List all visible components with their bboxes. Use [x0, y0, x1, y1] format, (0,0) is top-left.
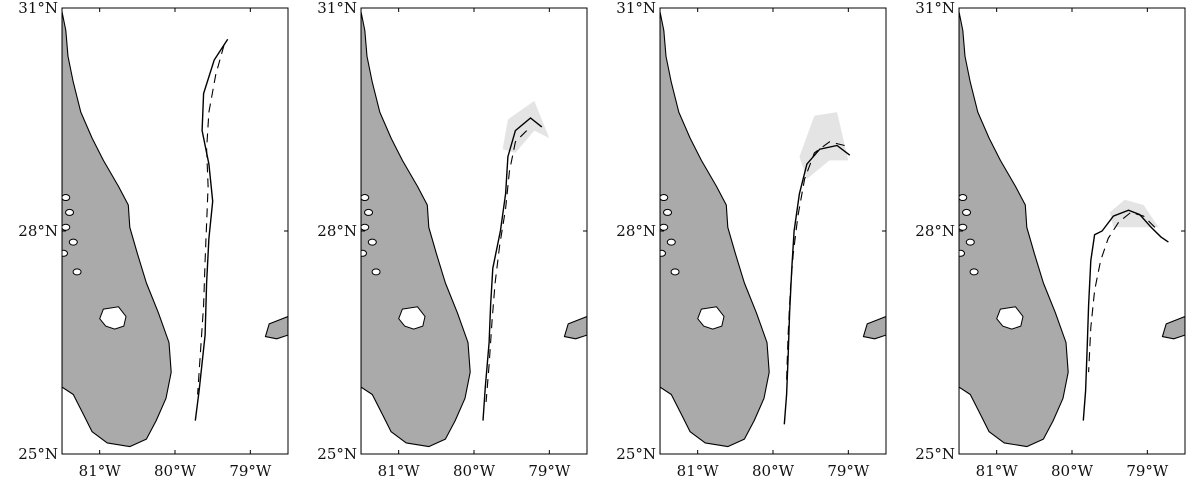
model-track [197, 45, 225, 395]
lake-okeechobee [398, 306, 426, 330]
inland-lake [72, 268, 82, 276]
observed-track [482, 117, 543, 421]
inland-lake [670, 268, 680, 276]
lat-tick-label: 31°N [915, 0, 955, 17]
inland-lake [660, 223, 669, 231]
inland-lake [65, 208, 75, 216]
lat-tick-label: 31°N [616, 0, 656, 17]
inland-lake [68, 238, 78, 246]
lat-tick-label: 28°N [18, 222, 58, 240]
inland-lake [62, 223, 71, 231]
lon-tick-label: 79°W [1126, 462, 1169, 480]
inland-lake [371, 268, 381, 276]
lon-tick-label: 80°W [453, 462, 496, 480]
ensemble-spread [502, 100, 550, 153]
lat-tick-label: 25°N [616, 445, 656, 463]
inland-lake [361, 223, 370, 231]
inland-lake [965, 238, 975, 246]
bahamas-island [563, 315, 587, 340]
florida-landmass [62, 8, 172, 454]
inland-lake [666, 238, 676, 246]
observed-track [194, 38, 229, 421]
lat-tick-label: 28°N [317, 222, 357, 240]
lat-tick-label: 28°N [915, 222, 955, 240]
florida-landmass [660, 8, 770, 454]
lat-tick-label: 25°N [915, 445, 955, 463]
observed-track [783, 144, 851, 425]
lon-tick-label: 81°W [976, 462, 1019, 480]
map-panel: 31°N 28°N 25°N 81°W 80°W 79°W [317, 0, 588, 480]
map-panel: 31°N 28°N 25°N 81°W 80°W 79°W [915, 0, 1186, 480]
lon-tick-label: 79°W [528, 462, 571, 480]
lon-tick-label: 81°W [79, 462, 122, 480]
lon-tick-label: 79°W [827, 462, 870, 480]
lon-tick-label: 81°W [677, 462, 720, 480]
inland-lake [962, 208, 972, 216]
inland-lake [361, 194, 370, 202]
florida-landmass [361, 8, 471, 454]
inland-lake [959, 194, 968, 202]
inland-lake [62, 194, 71, 202]
model-track [1088, 211, 1156, 373]
lat-tick-label: 25°N [317, 445, 357, 463]
inland-lake [660, 249, 667, 257]
bahamas-island [264, 315, 288, 340]
inland-lake [969, 268, 979, 276]
lon-tick-label: 81°W [378, 462, 421, 480]
lon-tick-label: 80°W [752, 462, 795, 480]
lat-tick-label: 28°N [616, 222, 656, 240]
ensemble-spread [1109, 199, 1159, 228]
lon-tick-label: 80°W [1051, 462, 1094, 480]
bahamas-island [862, 315, 886, 340]
inland-lake [660, 194, 669, 202]
lake-okeechobee [99, 306, 127, 330]
observed-track [1082, 209, 1169, 421]
lat-tick-label: 31°N [18, 0, 58, 17]
map-panel: 31°N 28°N 25°N 81°W 80°W 79°W [18, 0, 289, 480]
lon-tick-label: 80°W [154, 462, 197, 480]
inland-lake [367, 238, 377, 246]
lake-okeechobee [697, 306, 725, 330]
inland-lake [959, 223, 968, 231]
inland-lake [364, 208, 374, 216]
florida-landmass [959, 8, 1069, 454]
inland-lake [959, 249, 966, 257]
lon-tick-label: 79°W [229, 462, 272, 480]
inland-lake [663, 208, 673, 216]
lat-tick-label: 25°N [18, 445, 58, 463]
inland-lake [62, 249, 69, 257]
lat-tick-label: 31°N [317, 0, 357, 17]
inland-lake [361, 249, 368, 257]
lake-okeechobee [996, 306, 1024, 330]
map-panel: 31°N 28°N 25°N 81°W 80°W 79°W [616, 0, 887, 480]
model-track [786, 141, 845, 380]
bahamas-island [1161, 315, 1185, 340]
model-track [485, 130, 528, 403]
